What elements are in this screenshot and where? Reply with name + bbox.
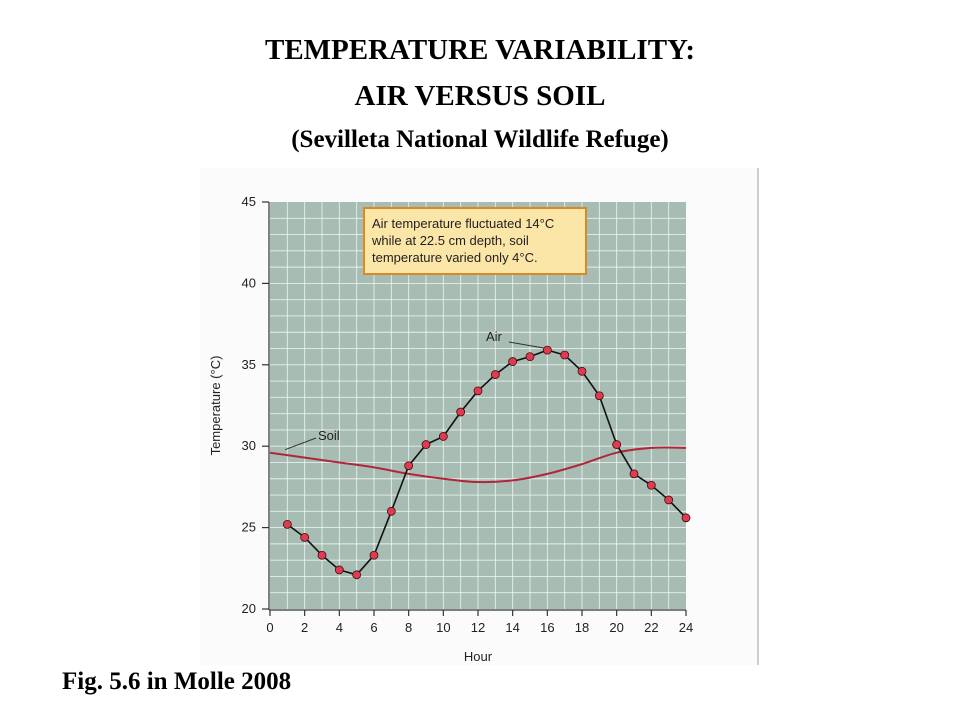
air-point — [404, 461, 414, 471]
y-tick-label: 45 — [242, 194, 256, 209]
air-point — [629, 469, 639, 479]
air-point — [577, 366, 587, 376]
title-line-1: TEMPERATURE VARIABILITY: — [264, 34, 695, 66]
air-point — [681, 513, 691, 523]
air-point — [525, 352, 535, 362]
annotation-background — [363, 207, 587, 275]
air-point — [317, 550, 327, 560]
x-tick-label: 24 — [679, 620, 693, 635]
air-point — [508, 357, 518, 366]
grid — [270, 202, 686, 609]
x-tick-label: 20 — [609, 620, 623, 635]
air-point — [473, 386, 483, 396]
air-point — [334, 565, 344, 575]
air-point — [646, 480, 656, 490]
y-tick-label: 30 — [242, 438, 256, 453]
annotation-line: temperature varied only 4°C. — [372, 250, 538, 265]
air-point — [369, 550, 379, 560]
title-line-3: (Sevilleta National Wildlife Refuge) — [291, 126, 669, 153]
y-axis-title: Temperature (°C) — [208, 356, 223, 456]
air-series-label: Air — [486, 329, 503, 344]
x-tick-label: 14 — [505, 620, 519, 635]
x-tick-label: 8 — [405, 620, 412, 635]
x-tick-label: 10 — [436, 620, 450, 635]
title-line-2: AIR VERSUS SOIL — [354, 80, 606, 112]
air-point — [352, 570, 362, 580]
x-tick-label: 18 — [575, 620, 589, 635]
air-point — [421, 440, 431, 449]
x-tick-label: 12 — [471, 620, 485, 635]
air-point — [594, 391, 604, 401]
annotation-line: while at 22.5 cm depth, soil — [371, 233, 529, 248]
x-tick-label: 16 — [540, 620, 554, 635]
air-series — [282, 345, 691, 580]
soil-label-leader — [284, 437, 317, 451]
air-point — [300, 532, 310, 542]
y-tick-label: 40 — [242, 275, 256, 290]
soil-series-label: Soil — [318, 428, 340, 443]
air-point — [490, 370, 500, 379]
air-point — [542, 345, 552, 355]
x-tick-label: 4 — [336, 620, 343, 635]
annotation-line: Air temperature fluctuated 14°C — [372, 216, 554, 231]
y-tick-label: 20 — [242, 601, 256, 616]
annotation-box: Air temperature fluctuated 14°C while at … — [363, 207, 587, 275]
air-point — [664, 495, 674, 505]
air-point — [612, 440, 622, 449]
air-point — [438, 432, 448, 441]
soil-series — [269, 446, 687, 484]
air-point — [282, 519, 292, 529]
series-labels: Air Soil — [284, 329, 545, 451]
air-point — [456, 407, 466, 417]
x-tick-label: 2 — [301, 620, 308, 635]
air-label-leader — [508, 341, 545, 349]
x-axis-title: Hour — [464, 649, 493, 664]
x-tick-label: 22 — [644, 620, 658, 635]
air-point — [560, 350, 570, 360]
x-tick-label: 0 — [266, 620, 273, 635]
figure-caption: Fig. 5.6 in Molle 2008 — [62, 668, 292, 695]
x-tick-label: 6 — [370, 620, 377, 635]
y-tick-label: 25 — [242, 520, 256, 535]
soil-line — [269, 446, 687, 484]
air-point — [386, 506, 396, 516]
y-tick-label: 35 — [242, 357, 256, 372]
